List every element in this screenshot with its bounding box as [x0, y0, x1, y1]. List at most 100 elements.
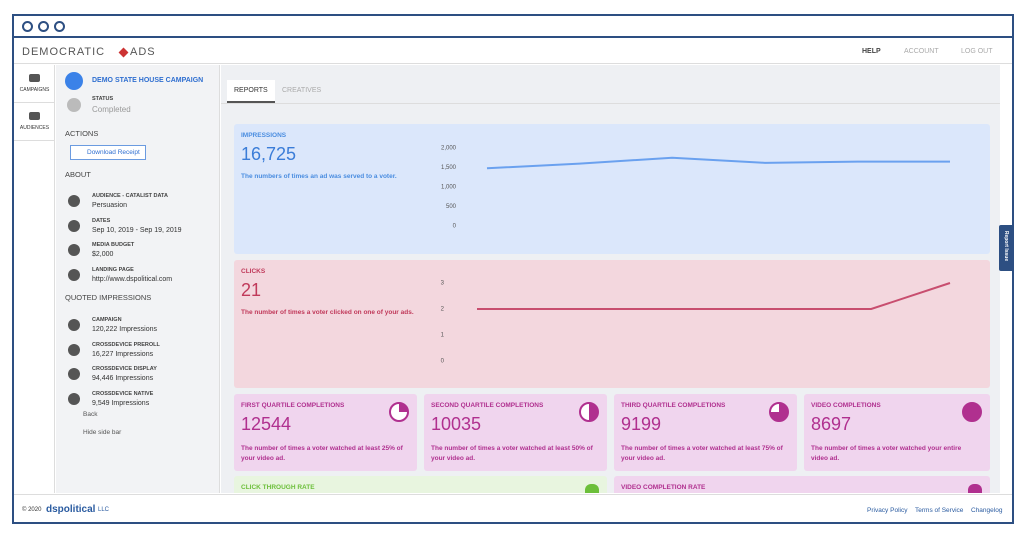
tab[interactable]: REPORTS	[227, 80, 275, 103]
item-label: LANDING PAGE	[92, 266, 134, 273]
copyright: © 2020	[22, 507, 42, 513]
item-value: 94,446 Impressions	[92, 375, 154, 382]
item-icon	[68, 343, 80, 356]
campaign-icon	[65, 72, 83, 90]
item-label: AUDIENCE - CATALIST DATA	[92, 193, 168, 199]
card-description: The number of times a voter clicked on o…	[241, 309, 414, 316]
card-description: The number of times a voter watched at l…	[621, 445, 783, 462]
brand-suffix: LLC	[98, 507, 110, 513]
back-link[interactable]: Back	[83, 411, 98, 418]
download-button[interactable]: Download Receipt	[70, 145, 146, 160]
logo-suffix: ADS	[130, 46, 156, 58]
item-label: CROSSDEVICE NATIVE	[92, 390, 154, 397]
window-dot	[22, 21, 33, 32]
card-description: The number of times a voter watched your…	[811, 445, 962, 462]
item-label: CAMPAIGN	[92, 317, 122, 323]
card-title: THIRD QUARTILE COMPLETIONS	[621, 402, 726, 409]
rate-card: CLICK THROUGH RATE0.1256%	[234, 476, 607, 493]
item-label: MEDIA BUDGET	[92, 242, 135, 248]
completion-card: THIRD QUARTILE COMPLETIONS 9199 The number…	[614, 394, 797, 471]
item-label: CROSSDEVICE DISPLAY	[92, 366, 157, 372]
item-value: 120,222 Impressions	[92, 326, 157, 333]
report-issue-tab[interactable]: Report Issue	[999, 225, 1012, 271]
footer: © 2020 dspolitical LLC Privacy Policy Te…	[14, 494, 1012, 522]
item-value: Sep 10, 2019 - Sep 19, 2019	[92, 226, 182, 234]
progress-icon	[389, 402, 409, 422]
y-tick-label: 2,000	[441, 146, 457, 152]
icon-sidebar: CAMPAIGNS AUDIENCES	[14, 65, 55, 493]
y-tick-label: 2	[441, 307, 445, 313]
footer-link[interactable]: Changelog	[971, 507, 1003, 514]
item-value: http://www.dspolitical.com	[92, 275, 173, 283]
item-icon	[68, 319, 80, 331]
y-tick-label: 1,500	[441, 165, 457, 171]
status-icon	[67, 98, 81, 112]
item-value: 16,227 Impressions	[92, 350, 154, 358]
card-value: 16,725	[241, 144, 297, 164]
icon	[29, 112, 40, 120]
nav-link[interactable]: LOG OUT	[961, 48, 993, 55]
completion-card: VIDEO COMPLETIONS 8697 The number of times…	[804, 394, 990, 471]
footer-link[interactable]: Terms of Service	[915, 507, 964, 514]
card-title: VIDEO COMPLETION RATE	[621, 484, 706, 491]
section-heading: QUOTED IMPRESSIONS	[65, 293, 152, 302]
mini-chart: 2,000 1,500 1,000 500 0	[441, 146, 950, 230]
hide-sidebar-link[interactable]: Hide side bar	[83, 429, 122, 436]
window-dot	[54, 21, 65, 32]
line	[477, 282, 951, 310]
tab[interactable]: CREATIVES	[282, 87, 322, 94]
logo: DEMOCRATIC	[22, 46, 106, 58]
sidebar-item[interactable]: CAMPAIGNS	[14, 65, 55, 103]
y-tick-label: 500	[446, 204, 457, 210]
header: DEMOCRATIC ADS HELP ACCOUNT LOG OUT	[14, 40, 1012, 64]
footer-link[interactable]: Privacy Policy	[867, 507, 908, 514]
nav-link[interactable]: ACCOUNT	[904, 48, 939, 55]
item-icon	[68, 219, 80, 232]
card-title: CLICK THROUGH RATE	[241, 484, 315, 491]
campaign-panel: DEMO STATE HOUSE CAMPAIGN STATUS Complet…	[56, 65, 220, 493]
browser-frame: DEMOCRATIC ADS HELP ACCOUNT LOG OUT CAMP…	[12, 14, 1014, 524]
item-icon	[68, 195, 80, 207]
card-title: IMPRESSIONS	[241, 132, 287, 139]
report-issue-label[interactable]: Report Issue	[1003, 230, 1009, 262]
main: REPORTS CREATIVES IMPRESSIONS 16,725 The n…	[221, 65, 1000, 493]
item-value: $2,000	[92, 251, 114, 258]
section-heading: ACTIONS	[65, 129, 99, 138]
section-heading: ABOUT	[65, 170, 91, 179]
completion-card: SECOND QUARTILE COMPLETIONS 10035 The numb…	[424, 394, 607, 471]
icon	[29, 74, 40, 82]
line	[486, 156, 950, 170]
item-label: CROSSDEVICE PREROLL	[92, 341, 160, 348]
rate-icon	[968, 484, 982, 493]
item-value: Persuasion	[92, 202, 128, 209]
item-icon	[68, 368, 80, 380]
card-description: The number of times a voter watched at l…	[241, 445, 403, 462]
y-tick-label: 1	[441, 333, 445, 339]
card-title: VIDEO COMPLETIONS	[811, 402, 881, 409]
card-description: The numbers of times an ad was served to…	[241, 173, 397, 180]
card-value: 12544	[241, 414, 292, 434]
card-value: 9199	[621, 414, 662, 434]
title-bar	[14, 16, 1012, 38]
y-tick-label: 0	[441, 359, 445, 365]
brand: dspolitical	[46, 504, 96, 515]
y-tick-label: 0	[453, 224, 457, 230]
item-label: DATES	[92, 217, 111, 224]
card-title: FIRST QUARTILE COMPLETIONS	[241, 402, 345, 409]
window-dot	[38, 21, 49, 32]
item-value: 9,549 Impressions	[92, 399, 150, 407]
card-value: 21	[241, 280, 262, 300]
item-icon	[68, 392, 80, 405]
card-value: 10035	[431, 414, 482, 434]
rate-card: VIDEO COMPLETION RATE52.0000%	[614, 476, 990, 493]
status-value: Completed	[92, 105, 131, 114]
item-icon	[68, 268, 80, 281]
sidebar-item[interactable]: AUDIENCES	[14, 103, 55, 141]
impressions-card: IMPRESSIONS 16,725 The numbers of times an…	[234, 124, 990, 254]
progress-icon	[579, 402, 599, 422]
completion-card: FIRST QUARTILE COMPLETIONS 12544 The numbe…	[234, 394, 417, 471]
item-icon	[68, 244, 80, 256]
nav-link[interactable]: HELP	[862, 48, 881, 55]
card-value: 8697	[811, 414, 852, 434]
